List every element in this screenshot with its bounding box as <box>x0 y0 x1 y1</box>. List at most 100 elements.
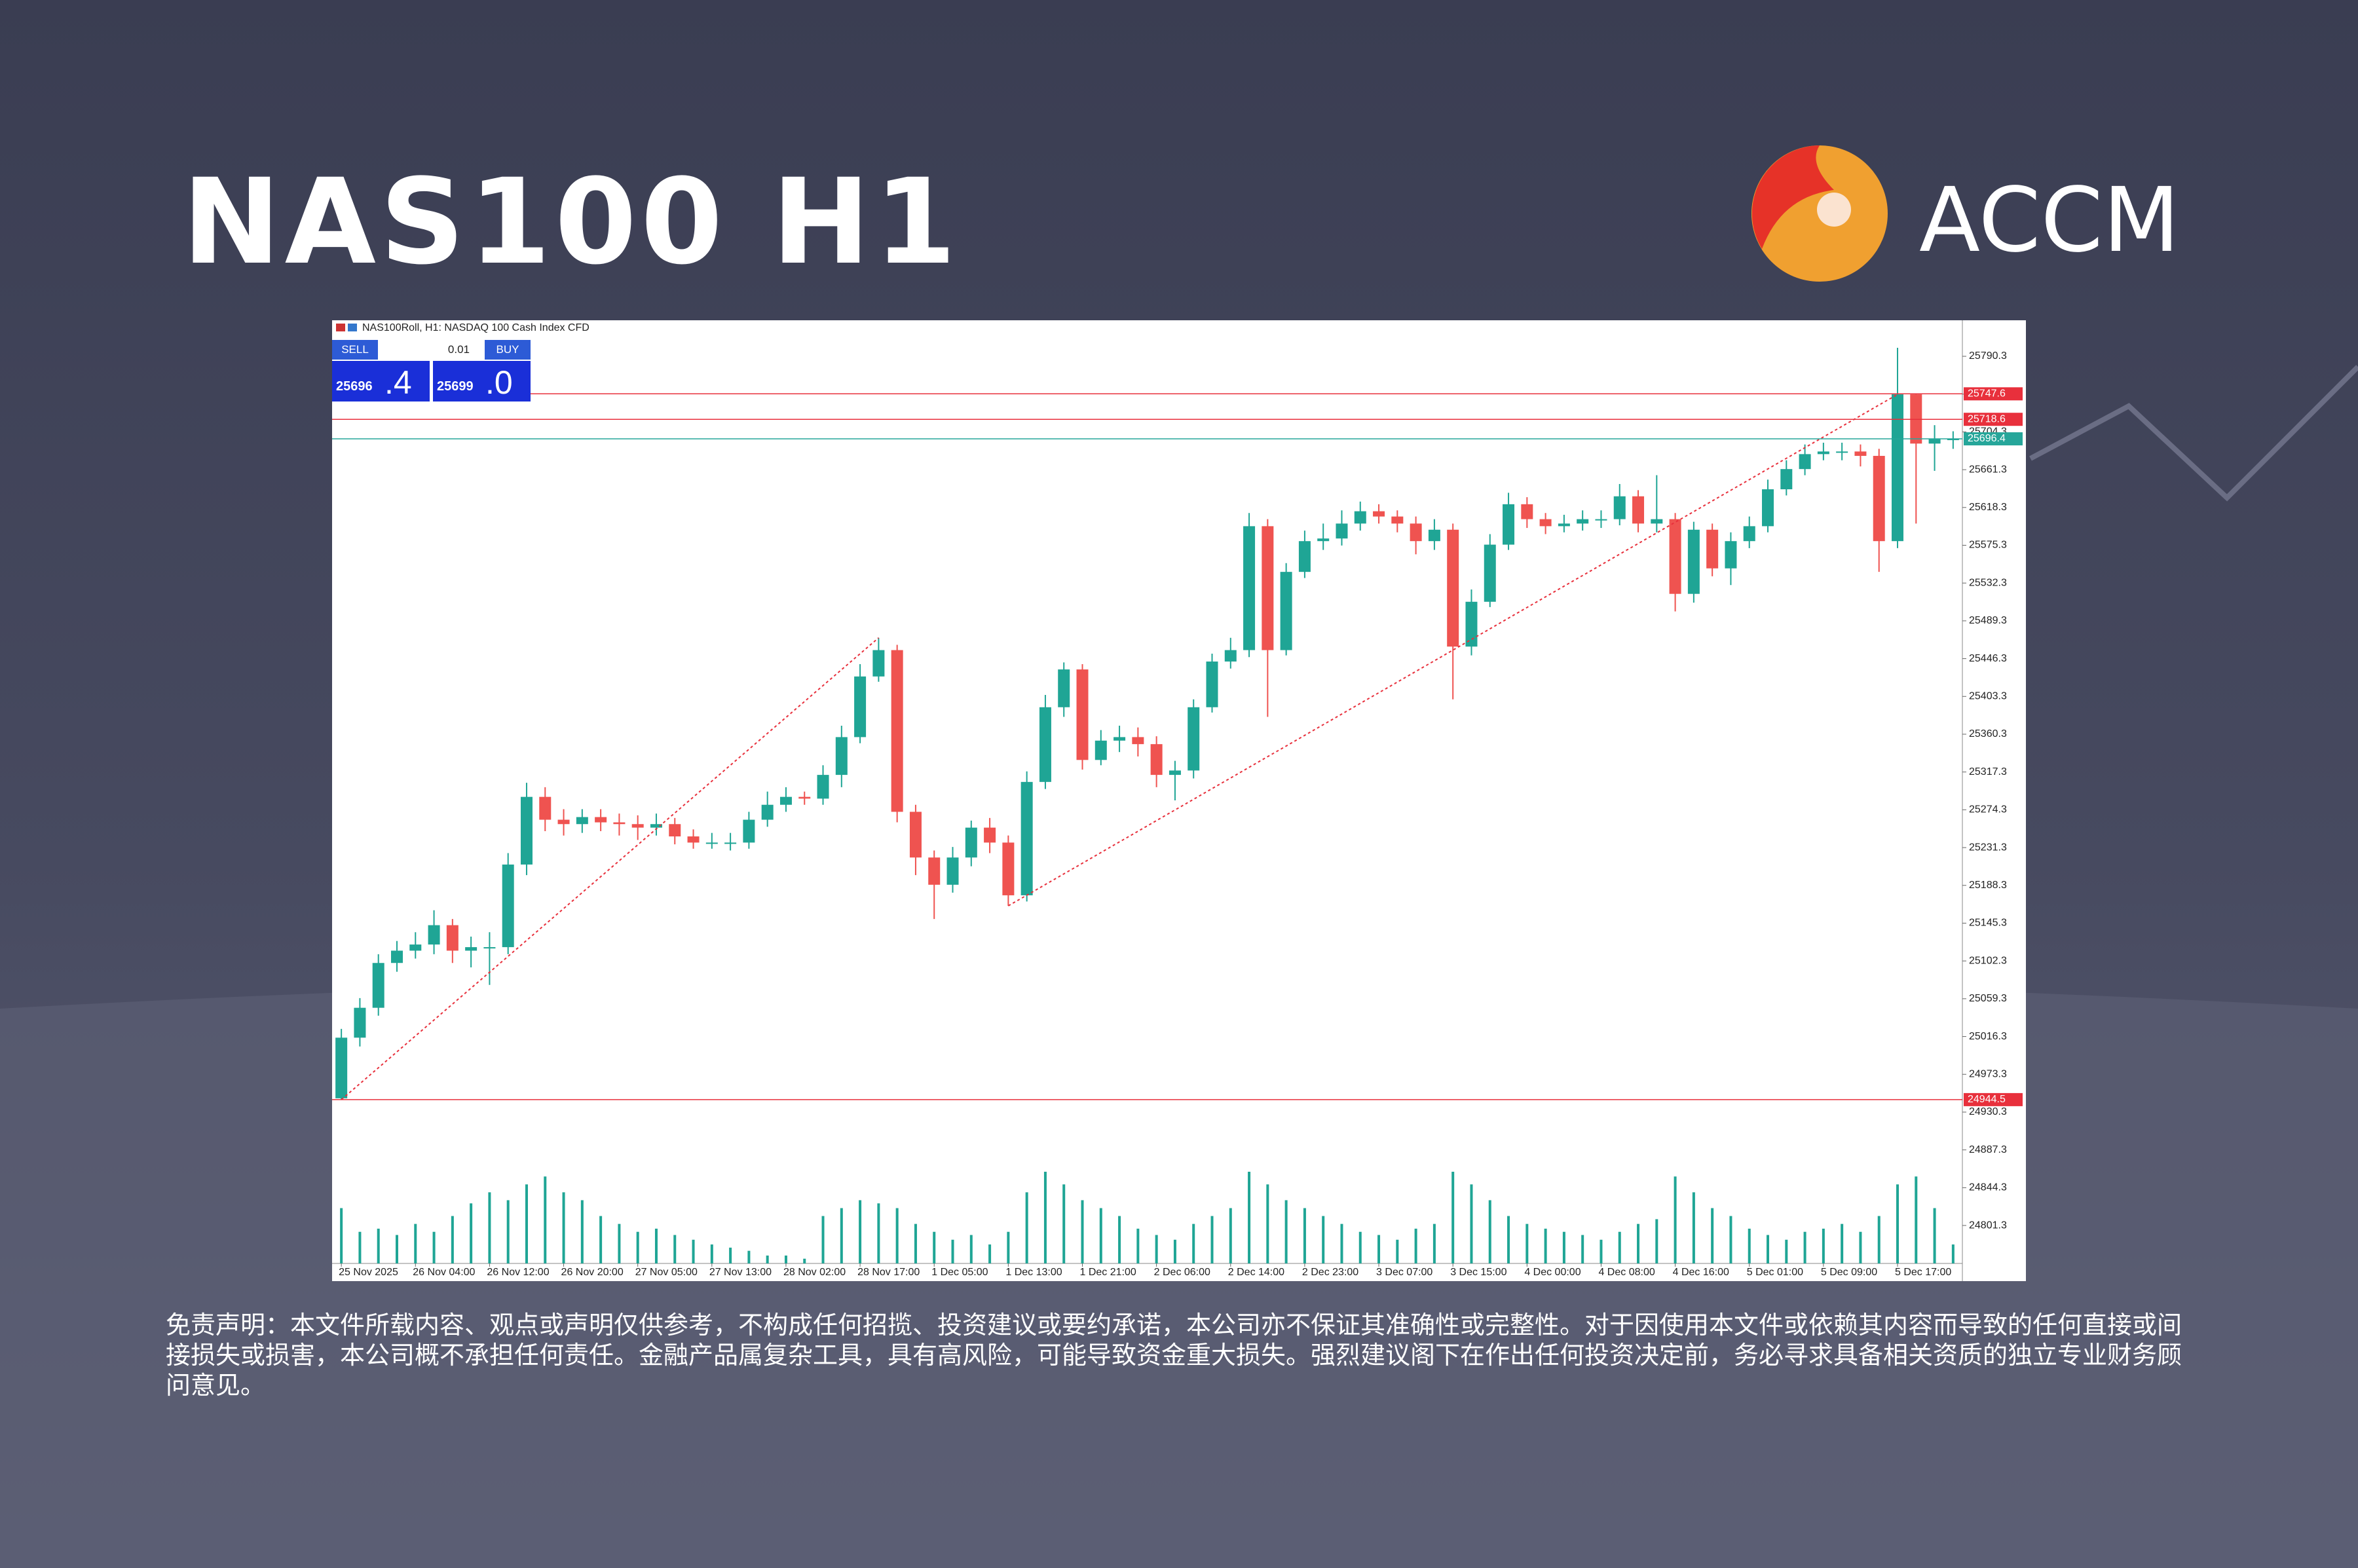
candle-body <box>1465 601 1478 647</box>
candle-body <box>1595 519 1607 521</box>
x-tick-label: 26 Nov 20:00 <box>561 1267 624 1278</box>
chart-title: NAS100Roll, H1: NASDAQ 100 Cash Index CF… <box>362 322 590 333</box>
candle-body <box>1836 451 1848 453</box>
volume-bar <box>988 1244 992 1263</box>
volume-bar <box>1951 1244 1955 1263</box>
icon <box>336 324 345 331</box>
candle-body <box>1577 519 1589 524</box>
volume-bar <box>1488 1200 1491 1263</box>
volume-bar <box>1210 1216 1214 1263</box>
candle-body <box>1280 572 1292 650</box>
logo-dot <box>1817 193 1851 227</box>
candle-body <box>1336 523 1348 539</box>
volume-bar <box>395 1235 398 1263</box>
candle-body <box>1373 511 1385 517</box>
volume-bar <box>1284 1200 1288 1263</box>
candle-body <box>1539 519 1552 527</box>
volume-bar <box>1007 1231 1010 1263</box>
price-label: 25718.6 <box>1968 413 2006 424</box>
candle-body <box>1558 523 1570 527</box>
y-tick-label: 25231.3 <box>1969 842 2007 853</box>
candle-body <box>1020 781 1033 895</box>
y-tick-label: 24930.3 <box>1969 1106 2007 1117</box>
candle-body <box>1873 456 1885 542</box>
lot-input[interactable]: 0.01 <box>447 343 470 356</box>
candle-body <box>1817 451 1829 455</box>
candle-body <box>1854 451 1867 457</box>
candle-body <box>502 864 514 948</box>
x-tick-label: 2 Dec 14:00 <box>1228 1267 1284 1278</box>
sell-price-frac: .4 <box>384 364 412 401</box>
volume-bar <box>1396 1239 1399 1263</box>
candle-body <box>446 925 458 951</box>
volume-bar <box>432 1231 436 1263</box>
candle-body <box>1743 526 1755 542</box>
volume-bar <box>1729 1216 1732 1263</box>
volume-bar <box>1877 1216 1881 1263</box>
volume-bar <box>506 1200 510 1263</box>
volume-bar <box>1915 1176 1918 1263</box>
volume-bar <box>1043 1172 1047 1263</box>
sell-button[interactable]: SELL <box>332 340 378 360</box>
candle-body <box>1613 496 1626 519</box>
volume-bar <box>636 1231 639 1263</box>
volume-bar <box>1229 1208 1232 1263</box>
candle-body <box>539 796 552 820</box>
candle-body <box>1002 842 1015 895</box>
x-tick-label: 2 Dec 06:00 <box>1154 1267 1210 1278</box>
candle-body <box>946 857 959 885</box>
y-tick-label: 25489.3 <box>1969 615 2007 626</box>
candle-body <box>798 796 811 799</box>
candle-body <box>1503 504 1515 545</box>
buy-price-box[interactable]: 25699 .0 <box>433 361 531 401</box>
x-tick-label: 5 Dec 17:00 <box>1895 1267 1951 1278</box>
volume-bar <box>1507 1216 1510 1263</box>
y-tick-label: 25446.3 <box>1969 653 2007 664</box>
candle-body <box>984 827 996 843</box>
volume-bar <box>1377 1235 1381 1263</box>
x-tick-label: 4 Dec 00:00 <box>1524 1267 1581 1278</box>
volume-bar <box>1173 1239 1176 1263</box>
price-label: 24944.5 <box>1968 1094 2006 1105</box>
logo-mark <box>1751 145 1834 249</box>
bg-line <box>2029 365 2358 502</box>
volume-bar <box>803 1258 806 1263</box>
candle-body <box>965 827 977 858</box>
volume-bar <box>1118 1216 1121 1263</box>
volume-bar <box>1841 1223 1844 1263</box>
candle-body <box>1725 541 1737 569</box>
candle-body <box>1317 538 1330 542</box>
candle-body <box>1447 529 1459 647</box>
price-label: 25696.4 <box>1968 433 2006 444</box>
sell-price: 25696 <box>336 379 373 394</box>
candle-body <box>1428 529 1440 542</box>
volume-bar <box>969 1235 973 1263</box>
x-tick-label: 27 Nov 13:00 <box>709 1267 772 1278</box>
x-tick-label: 1 Dec 13:00 <box>1005 1267 1062 1278</box>
volume-bar <box>1062 1184 1066 1263</box>
volume-bar <box>673 1235 677 1263</box>
candle-body <box>1799 454 1811 470</box>
y-tick-label: 24801.3 <box>1969 1220 2007 1231</box>
volume-bar <box>1451 1172 1455 1263</box>
y-tick-label: 25360.3 <box>1969 728 2007 739</box>
volume-bar <box>1581 1235 1584 1263</box>
volume-bar <box>1748 1228 1751 1263</box>
volume-bar <box>1803 1231 1806 1263</box>
candle-body <box>835 737 848 775</box>
candle-body <box>1169 770 1181 775</box>
x-tick-label: 25 Nov 2025 <box>339 1267 398 1278</box>
candle-body <box>1706 529 1719 569</box>
y-tick-label: 24887.3 <box>1969 1144 2007 1155</box>
candle-body <box>1947 439 1959 441</box>
sell-price-box[interactable]: 25696 .4 <box>332 361 430 401</box>
buy-button[interactable]: BUY <box>485 340 531 360</box>
volume-bar <box>1340 1223 1343 1263</box>
x-tick-label: 28 Nov 17:00 <box>857 1267 920 1278</box>
volume-bar <box>414 1223 417 1263</box>
candle-body <box>687 836 700 843</box>
volume-bar <box>710 1244 713 1263</box>
volume-bar <box>1303 1208 1306 1263</box>
chart-bg <box>332 320 2026 1281</box>
